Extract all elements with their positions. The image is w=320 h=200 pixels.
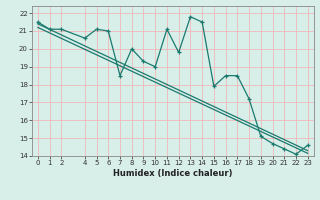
X-axis label: Humidex (Indice chaleur): Humidex (Indice chaleur) <box>113 169 233 178</box>
